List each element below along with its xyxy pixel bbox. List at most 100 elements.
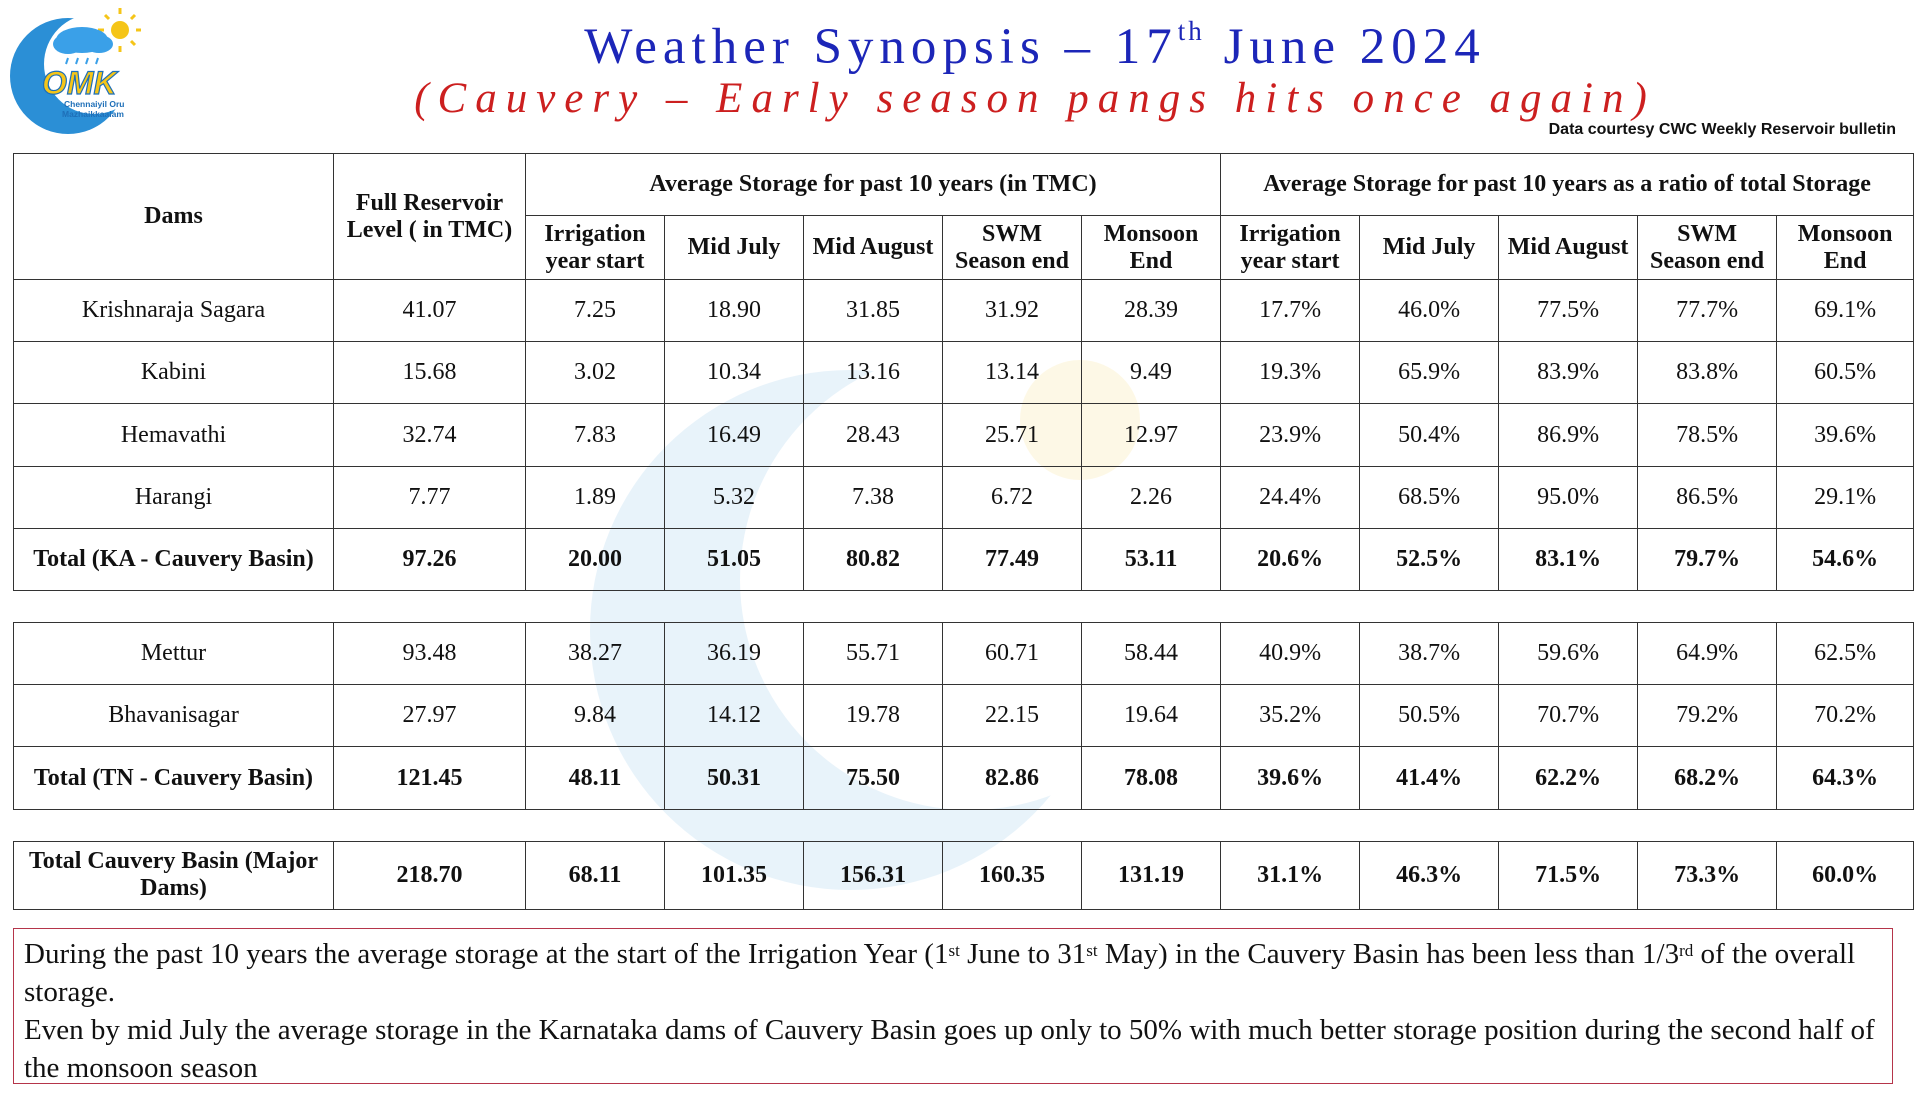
storage-ratio-cell: 70.7% [1498,684,1639,748]
storage-tmc-cell: 2.26 [1080,465,1222,529]
header-dams: Dams [13,153,334,280]
note-sup: st [1086,941,1098,960]
storage-ratio-cell: 83.8% [1637,341,1778,405]
storage-tmc-cell: 25.71 [942,403,1082,467]
storage-ratio-cell: 71.5% [1498,840,1639,911]
dam-name-cell: Total Cauvery Basin (Major Dams) [13,840,334,911]
spacer-cell [13,808,334,842]
spacer-cell [1081,808,1221,842]
storage-ratio-cell: 19.3% [1220,341,1361,405]
storage-tmc-cell: 7.25 [525,278,665,343]
spacer-cell [664,808,804,842]
storage-ratio-cell: 65.9% [1359,341,1500,405]
spacer-cell [1220,808,1360,842]
storage-ratio-cell: 23.9% [1220,403,1361,467]
storage-tmc-cell: 55.71 [803,622,943,686]
note-paragraph-2: Even by mid July the average storage in … [24,1014,1875,1084]
spacer-cell [525,589,665,624]
note-sup: st [948,941,960,960]
storage-tmc-cell: 3.02 [525,341,665,405]
storage-tmc-cell: 160.35 [942,840,1082,911]
note-text: June to 31 [959,938,1087,970]
header-frl: Full Reservoir Level ( in TMC) [333,153,526,280]
storage-ratio-cell: 69.1% [1776,278,1915,343]
note-text: May) in the Cauvery Basin has been less … [1097,938,1680,970]
spacer-cell [942,589,1082,624]
data-courtesy: Data courtesy CWC Weekly Reservoir bulle… [1548,121,1896,138]
header-col-monsoon-end-ratio: Monsoon End [1776,215,1915,280]
frl-cell: 93.48 [333,622,526,686]
table-row: Harangi 7.77 1.89 5.32 7.38 6.72 2.26 24.4% 68.5… [13,465,1915,529]
storage-ratio-cell: 20.6% [1220,527,1361,591]
frl-cell: 121.45 [333,746,526,810]
dam-name-cell: Total (KA - Cauvery Basin) [13,527,334,591]
storage-tmc-cell: 9.84 [525,684,665,748]
storage-tmc-cell: 20.00 [525,527,665,591]
note-text: During the past 10 years the average sto… [24,938,949,970]
spacer-cell [333,589,526,624]
spacer-cell [13,589,334,624]
spacer-cell [803,589,943,624]
table-row: Bhavanisagar 27.97 9.84 14.12 19.78 22.15 19.6… [13,684,1915,748]
storage-ratio-cell: 35.2% [1220,684,1361,748]
header-col-irrigation-start: Irrigation year start [525,215,665,280]
storage-ratio-cell: 29.1% [1776,465,1915,529]
storage-ratio-cell: 68.2% [1637,746,1778,810]
title-text: Weather Synopsis – 17 [584,19,1178,75]
storage-tmc-cell: 19.78 [803,684,943,748]
spacer-cell [1637,589,1777,624]
storage-tmc-cell: 14.12 [664,684,804,748]
dam-name-cell: Krishnaraja Sagara [13,278,334,343]
header-col-mid-july: Mid July [664,215,804,280]
note-paragraph-1: During the past 10 years the average sto… [24,935,1882,1011]
spacer-cell [1637,808,1777,842]
storage-ratio-cell: 86.5% [1637,465,1778,529]
storage-tmc-cell: 80.82 [803,527,943,591]
logo-caption-line2: Mazhaikkaalam [62,109,124,119]
storage-tmc-cell: 5.32 [664,465,804,529]
table-row: Hemavathi 32.74 7.83 16.49 28.43 25.71 12.97 23… [13,403,1915,467]
table-spacer-row [13,589,1914,624]
storage-ratio-cell: 62.5% [1776,622,1915,686]
storage-tmc-cell: 31.92 [942,278,1082,343]
note-sup: rd [1679,941,1694,960]
logo-text: OMK [42,65,120,101]
spacer-cell [525,808,665,842]
frl-cell: 32.74 [333,403,526,467]
spacer-cell [333,808,526,842]
spacer-cell [1359,808,1499,842]
frl-cell: 41.07 [333,278,526,343]
storage-ratio-cell: 60.0% [1776,840,1915,911]
storage-ratio-cell: 24.4% [1220,465,1361,529]
table-row: Krishnaraja Sagara 41.07 7.25 18.90 31.85 31.… [13,278,1915,343]
reservoir-table: Dams Full Reservoir Level ( in TMC) Aver… [13,153,1915,911]
storage-ratio-cell: 77.5% [1498,278,1639,343]
header-col-mid-august-ratio: Mid August [1498,215,1639,280]
storage-tmc-cell: 53.11 [1080,527,1222,591]
storage-ratio-cell: 70.2% [1776,684,1915,748]
storage-tmc-cell: 18.90 [664,278,804,343]
storage-ratio-cell: 39.6% [1220,746,1361,810]
storage-tmc-cell: 38.27 [525,622,665,686]
frl-cell: 7.77 [333,465,526,529]
storage-tmc-cell: 7.83 [525,403,665,467]
page-title: Weather Synopsis – 17th June 2024 [0,16,1920,76]
storage-tmc-cell: 101.35 [664,840,804,911]
spacer-cell [1081,589,1221,624]
dam-name-cell: Mettur [13,622,334,686]
dam-name-cell: Total (TN - Cauvery Basin) [13,746,334,810]
storage-tmc-cell: 51.05 [664,527,804,591]
storage-tmc-cell: 16.49 [664,403,804,467]
storage-tmc-cell: 78.08 [1080,746,1222,810]
spacer-cell [1498,589,1638,624]
header-avg-storage-ratio: Average Storage for past 10 years as a r… [1220,153,1915,216]
storage-tmc-cell: 1.89 [525,465,665,529]
storage-tmc-cell: 19.64 [1080,684,1222,748]
storage-ratio-cell: 52.5% [1359,527,1500,591]
frl-cell: 218.70 [333,840,526,911]
storage-ratio-cell: 78.5% [1637,403,1778,467]
storage-tmc-cell: 48.11 [525,746,665,810]
storage-ratio-cell: 40.9% [1220,622,1361,686]
storage-tmc-cell: 28.39 [1080,278,1222,343]
storage-tmc-cell: 12.97 [1080,403,1222,467]
